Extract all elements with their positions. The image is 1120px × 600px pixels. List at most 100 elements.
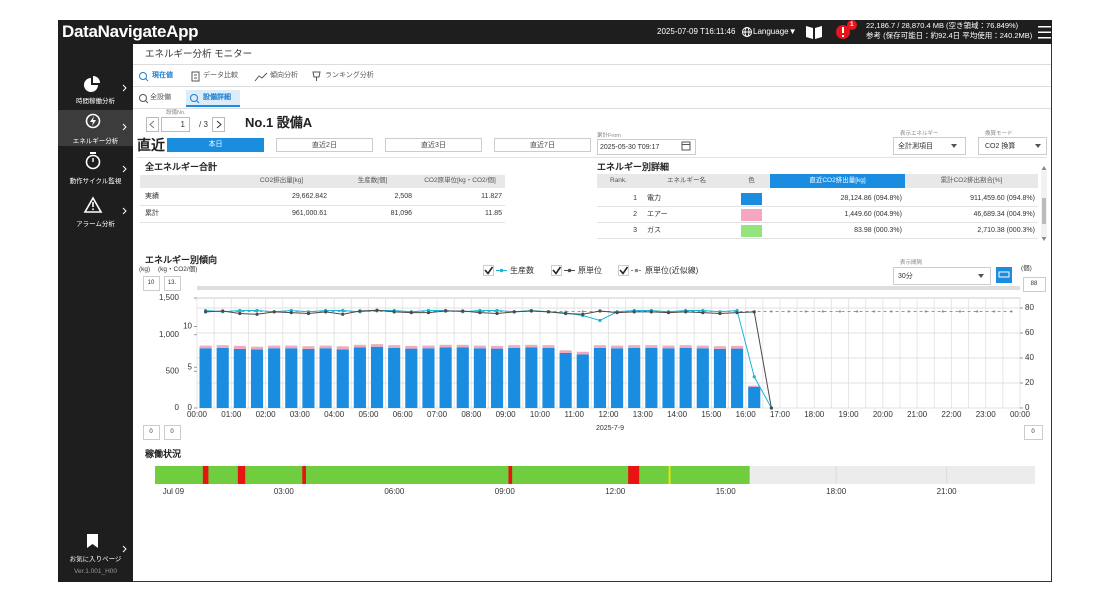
axis-input[interactable]: 0 xyxy=(1031,429,1035,435)
divider xyxy=(133,86,1051,87)
bar-segment xyxy=(473,348,486,408)
table-row-line xyxy=(597,238,1038,239)
table-cell: 11.85 xyxy=(485,210,502,217)
storage-note: 参考 (保存可能日：約92.4日 平均使用：240.2MB) xyxy=(866,31,1033,40)
sidebar-item[interactable]: 時間稼働分析 xyxy=(76,98,115,105)
page-title: エネルギー分析 モニター xyxy=(145,49,253,60)
table-cell: 3 xyxy=(633,227,637,234)
subtab[interactable]: 設備詳細 xyxy=(203,94,231,101)
period-button[interactable]: 直近7日 xyxy=(494,138,591,152)
table-header: 色 xyxy=(748,177,755,184)
line-marker xyxy=(684,310,688,314)
x-tick-label: 07:00 xyxy=(427,410,448,419)
sidebar-item[interactable]: 動作サイクル監視 xyxy=(69,178,122,185)
line-marker xyxy=(993,310,996,313)
bar-segment xyxy=(319,345,332,349)
sidebar-icons xyxy=(83,76,103,548)
table-cell: 81,096 xyxy=(390,210,412,217)
device-selector[interactable] xyxy=(146,117,225,132)
bar-segment xyxy=(748,386,761,408)
menu-icon[interactable] xyxy=(1038,26,1051,39)
axis-input[interactable]: 10 xyxy=(147,280,155,286)
bar-segment xyxy=(679,345,692,348)
x-tick-label: 03:00 xyxy=(274,487,295,496)
legend-marker xyxy=(567,268,572,273)
bar-segment xyxy=(525,347,538,408)
line-marker xyxy=(873,310,876,313)
table-header-bg xyxy=(140,175,505,188)
tab[interactable]: 傾向分析 xyxy=(270,72,298,79)
axis-input[interactable]: 0 xyxy=(149,429,153,435)
tab[interactable]: ランキング分析 xyxy=(325,72,374,79)
from-date[interactable]: 2025-05-30 T09:17 xyxy=(600,144,660,151)
status-segment xyxy=(302,466,306,484)
line-marker xyxy=(632,310,636,314)
tab[interactable]: 現在値 xyxy=(152,72,173,79)
device-no[interactable]: 1 xyxy=(180,120,185,129)
x-tick-label: 12:00 xyxy=(598,410,619,419)
bar-segment xyxy=(696,348,709,408)
axis-input[interactable]: 88 xyxy=(1030,281,1038,287)
axis-input[interactable]: 13. xyxy=(167,280,177,286)
tab[interactable]: データ比較 xyxy=(203,72,238,79)
y-tick-label: 0 xyxy=(175,403,180,412)
line-marker xyxy=(289,311,293,315)
line-marker xyxy=(272,310,276,314)
table-row-line xyxy=(140,222,505,223)
axis-input[interactable]: 0 xyxy=(170,429,174,435)
bar-segment xyxy=(250,346,264,350)
legend-marker xyxy=(499,268,504,273)
period-button[interactable]: 直近2日 xyxy=(276,138,373,152)
language-select[interactable]: Language▼ xyxy=(753,27,797,36)
manual-icon[interactable] xyxy=(806,26,822,39)
line-marker xyxy=(238,311,242,316)
bar-segment xyxy=(233,346,246,349)
subtab-active-bg xyxy=(186,90,240,107)
line-marker xyxy=(392,310,396,314)
bar-segment xyxy=(559,350,572,353)
energy-select[interactable]: 全計測項目 xyxy=(898,143,933,150)
line-marker xyxy=(770,310,773,313)
x-tick-label: 01:00 xyxy=(221,410,242,419)
x-tick-label: 04:00 xyxy=(324,410,345,419)
status-segment xyxy=(508,466,513,484)
subtab[interactable]: 全設備 xyxy=(150,94,171,101)
divider xyxy=(133,64,1051,65)
line-marker xyxy=(323,310,328,314)
bar-segment xyxy=(370,346,384,408)
interval-select[interactable]: 30分 xyxy=(898,273,913,280)
table-row-line xyxy=(597,222,1038,223)
header-bar xyxy=(58,20,1052,44)
table-cell: 1,449.60 (004.9%) xyxy=(844,211,902,218)
bar-segment xyxy=(508,347,521,408)
y-tick-label: 500 xyxy=(166,366,180,375)
trend-controls[interactable] xyxy=(143,265,1046,440)
legend-label: 原単位 xyxy=(578,265,602,275)
y2-tick-label: 0 xyxy=(188,403,193,412)
y3-tick-label: 80 xyxy=(1025,303,1034,312)
form-controls[interactable] xyxy=(597,137,1048,242)
sidebar-active xyxy=(58,110,133,146)
sidebar-favorites[interactable]: お気に入りページ xyxy=(69,556,122,563)
x-tick-label: 06:00 xyxy=(384,487,405,496)
line-marker xyxy=(890,310,893,313)
bar-segment xyxy=(285,348,298,408)
bar-segment xyxy=(302,346,315,349)
line-marker xyxy=(701,311,705,315)
bar-segment xyxy=(679,347,692,408)
x-tick-label: 09:00 xyxy=(495,487,516,496)
x-tick-label: 18:00 xyxy=(804,410,825,419)
table-cell: 2 xyxy=(633,211,637,218)
period-button[interactable]: 直近3日 xyxy=(385,138,482,152)
sidebar-item[interactable]: アラーム分析 xyxy=(76,221,115,228)
mode-select[interactable]: CO2 換算 xyxy=(985,143,1016,150)
alert-icon[interactable] xyxy=(836,20,857,39)
device-name: No.1 設備A xyxy=(245,115,313,130)
line-marker xyxy=(907,310,910,313)
period-button[interactable]: 本日 xyxy=(167,138,264,152)
sidebar-item[interactable]: エネルギー分析 xyxy=(72,138,119,145)
bar-segment xyxy=(388,345,401,348)
line-marker xyxy=(409,311,413,315)
bar-segment xyxy=(542,345,555,348)
